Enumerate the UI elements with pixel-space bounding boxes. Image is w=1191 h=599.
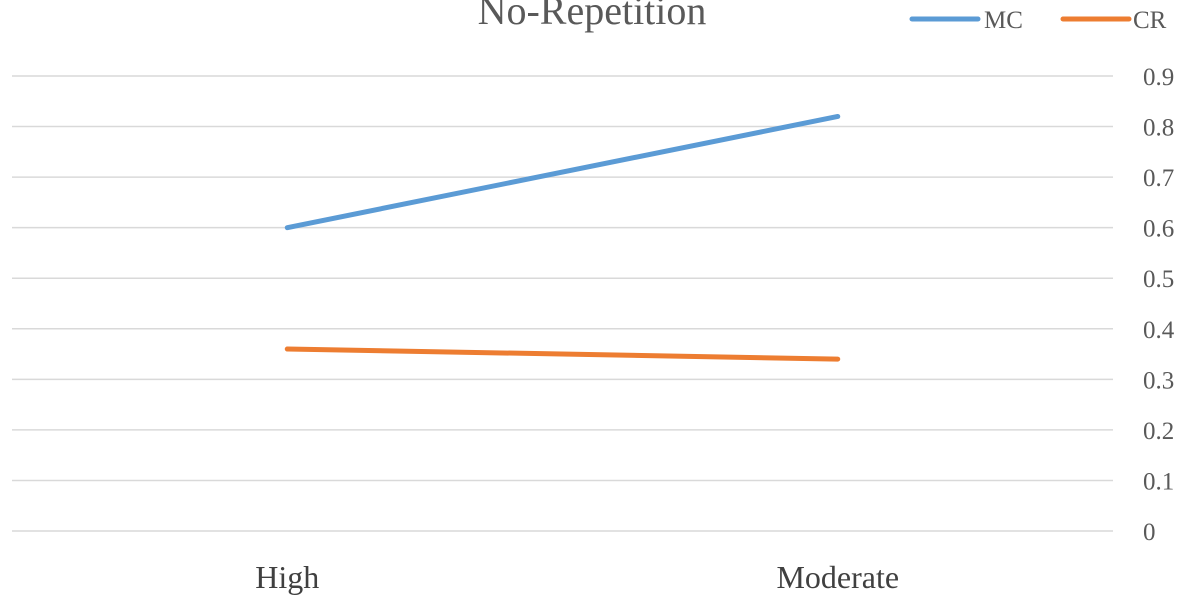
gridlines bbox=[12, 75, 1113, 532]
y-tick-label: 0.2 bbox=[1143, 418, 1174, 445]
legend-label: CR bbox=[1133, 7, 1167, 34]
legend: MC CR bbox=[909, 7, 1167, 34]
y-tick-label: 0.7 bbox=[1143, 165, 1174, 192]
chart-title: No-Repetition bbox=[478, 0, 707, 33]
legend-label: MC bbox=[984, 7, 1023, 34]
series-lines bbox=[284, 113, 841, 362]
y-tick-label: 0.9 bbox=[1143, 64, 1174, 91]
legend-item-mc: MC bbox=[909, 7, 1023, 34]
y-tick-label: 0 bbox=[1143, 519, 1156, 546]
series-line-mc bbox=[284, 113, 841, 231]
series-line-cr bbox=[284, 346, 841, 362]
y-tick-label: 0.3 bbox=[1143, 367, 1174, 394]
x-axis-categories: High Moderate bbox=[255, 559, 899, 595]
legend-item-cr: CR bbox=[1060, 7, 1167, 34]
x-category-label: High bbox=[255, 559, 319, 595]
y-tick-label: 0.5 bbox=[1143, 266, 1174, 293]
y-axis-ticks: 0 0.1 0.2 0.3 0.4 0.5 0.6 0.7 0.8 0.9 bbox=[1143, 64, 1175, 546]
y-tick-label: 0.1 bbox=[1143, 468, 1174, 495]
y-tick-label: 0.6 bbox=[1143, 216, 1174, 243]
y-tick-label: 0.8 bbox=[1143, 115, 1174, 142]
x-category-label: Moderate bbox=[776, 559, 899, 595]
y-tick-label: 0.4 bbox=[1143, 317, 1175, 344]
